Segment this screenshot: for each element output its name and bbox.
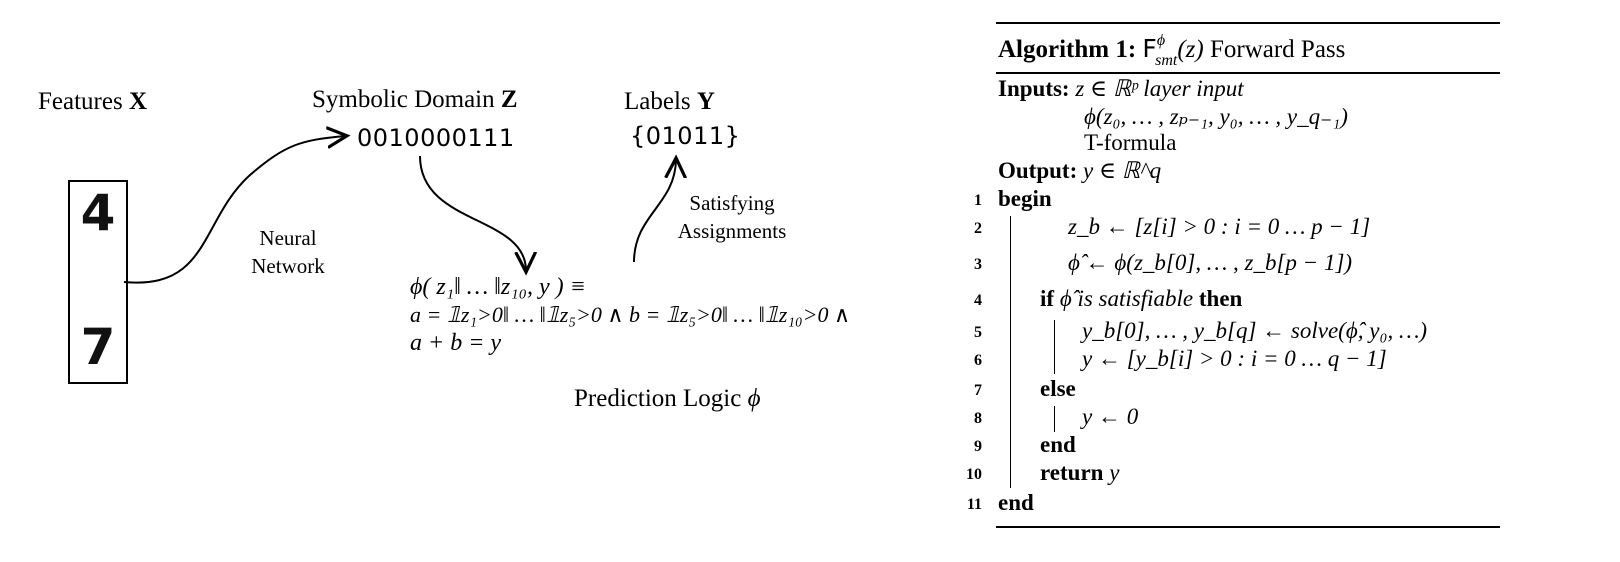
line-number: 11 <box>966 496 982 513</box>
algorithm-title-rule <box>996 72 1500 74</box>
output-line: Output: y ∈ ℝ^q <box>998 158 1162 183</box>
algorithm-title: Algorithm 1: Fϕsmt(z) Forward Pass <box>998 32 1346 69</box>
features-label: Features X <box>38 88 148 115</box>
prediction-logic-label: Prediction Logic ϕ <box>574 385 761 412</box>
line-y-assign: y ← [y_b[i] > 0 : i = 0 … q − 1] <box>1082 346 1387 371</box>
algorithm-bottom-rule <box>996 526 1500 528</box>
diagram-arrows <box>123 0 960 284</box>
line-number: 5 <box>974 324 982 341</box>
line-end-if: end <box>1040 432 1076 457</box>
satisfying-assignments-label: Satisfying Assignments <box>677 191 787 243</box>
line-number: 6 <box>974 352 982 369</box>
bit-string: 0010000111 <box>357 124 515 152</box>
line-number: 2 <box>974 220 982 237</box>
formula-line-2: a = 𝟙z₁>0‖ … ‖𝟙z₅>0 ∧ b = 𝟙z₅>0‖ … ‖𝟙z₁₀… <box>410 302 851 327</box>
inputs-line-3: T-formula <box>1084 130 1177 155</box>
else-block-bar <box>1054 406 1055 432</box>
line-else: else <box>1040 376 1076 401</box>
begin-block-bar <box>1010 216 1011 488</box>
line-number: 3 <box>974 256 982 273</box>
line-y-zero: y ← 0 <box>1082 404 1139 429</box>
line-solve: y_b[0], … , y_b[q] ← solve(ϕ̂, y₀, …) <box>1082 318 1428 343</box>
line-number: 4 <box>974 292 982 309</box>
digit-seven: 7 <box>80 318 116 376</box>
formula-line-1: ϕ( z₁‖ … ‖z₁₀, y ) ≡ <box>410 274 586 300</box>
symbolic-domain-label: Symbolic Domain Z <box>312 86 518 113</box>
line-number: 7 <box>974 382 982 399</box>
digit-image: 4 7 <box>68 180 128 384</box>
algorithm-top-rule <box>996 22 1500 24</box>
line-number: 1 <box>974 192 982 209</box>
label-set: {01011} <box>630 122 741 150</box>
domain-to-logic-arrow <box>419 155 526 270</box>
labels-label: Labels Y <box>624 88 715 115</box>
line-begin: begin <box>998 186 1052 211</box>
line-number: 8 <box>974 410 982 427</box>
line-zb-assign: z_b ← [z[i] > 0 : i = 0 … p − 1] <box>1068 214 1371 239</box>
line-phi-hat: ϕ̂ ← ϕ(z_b[0], … , z_b[p − 1]) <box>1068 250 1353 275</box>
neural-network-label: Neural Network <box>251 226 325 278</box>
nn-arrow <box>123 136 345 284</box>
then-block-bar <box>1054 320 1055 374</box>
line-if: if ϕ̂ is satisfiable then <box>1040 286 1243 311</box>
line-return: return y <box>1040 460 1120 485</box>
inputs-line-2: ϕ(z₀, … , zₚ₋₁, y₀, … , y_q₋₁) <box>1084 104 1348 129</box>
formula-line-3: a + b = y <box>410 330 502 356</box>
line-number: 9 <box>974 438 982 455</box>
logic-to-labels-arrow <box>633 160 676 263</box>
line-end: end <box>998 490 1034 515</box>
inputs-line-1: Inputs: z ∈ ℝᵖ layer input <box>998 76 1244 101</box>
line-number: 10 <box>966 466 982 483</box>
digit-four: 4 <box>80 184 116 242</box>
